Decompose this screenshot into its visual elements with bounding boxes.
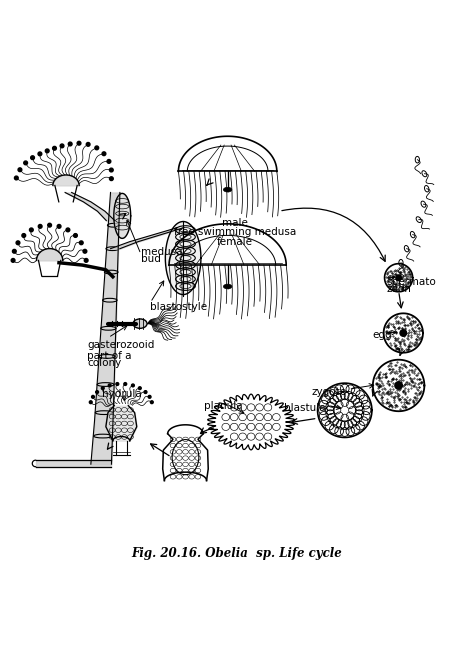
Text: male: male xyxy=(222,218,247,228)
Circle shape xyxy=(16,241,20,244)
Ellipse shape xyxy=(415,157,419,163)
Circle shape xyxy=(400,330,407,336)
Circle shape xyxy=(116,382,118,386)
Text: egg: egg xyxy=(373,330,392,340)
Text: female: female xyxy=(217,236,253,246)
Circle shape xyxy=(66,228,70,232)
Ellipse shape xyxy=(404,246,409,252)
Text: gasterozooid: gasterozooid xyxy=(87,340,155,350)
Circle shape xyxy=(84,258,88,262)
Ellipse shape xyxy=(399,260,403,266)
Circle shape xyxy=(96,391,99,394)
Circle shape xyxy=(22,234,26,237)
Circle shape xyxy=(12,249,16,253)
Circle shape xyxy=(38,152,42,156)
Text: blastula: blastula xyxy=(284,403,326,413)
Circle shape xyxy=(73,234,77,237)
Circle shape xyxy=(138,387,141,390)
Circle shape xyxy=(48,223,52,227)
Text: part of a: part of a xyxy=(87,352,132,362)
Circle shape xyxy=(148,396,151,398)
Circle shape xyxy=(46,149,49,153)
Circle shape xyxy=(109,176,113,180)
Circle shape xyxy=(24,161,27,165)
Circle shape xyxy=(124,382,127,386)
Circle shape xyxy=(102,152,106,156)
Circle shape xyxy=(68,142,72,146)
Ellipse shape xyxy=(223,284,232,289)
Circle shape xyxy=(109,168,113,172)
Circle shape xyxy=(38,224,42,228)
Ellipse shape xyxy=(416,216,421,222)
Circle shape xyxy=(11,258,15,262)
Circle shape xyxy=(150,401,153,404)
Ellipse shape xyxy=(421,201,426,207)
Circle shape xyxy=(101,387,104,390)
Text: spermato: spermato xyxy=(387,278,437,288)
Circle shape xyxy=(131,384,134,387)
Circle shape xyxy=(107,160,111,163)
Ellipse shape xyxy=(223,187,232,192)
Text: hydrula: hydrula xyxy=(102,389,142,399)
Circle shape xyxy=(395,382,402,389)
Polygon shape xyxy=(165,222,201,294)
Circle shape xyxy=(53,147,56,150)
Circle shape xyxy=(29,228,33,232)
Circle shape xyxy=(86,143,90,147)
Ellipse shape xyxy=(410,232,415,238)
Circle shape xyxy=(108,384,111,387)
Ellipse shape xyxy=(422,170,427,176)
Circle shape xyxy=(79,241,83,244)
Text: planula: planula xyxy=(204,401,242,411)
Text: medusa: medusa xyxy=(141,248,182,258)
Circle shape xyxy=(95,146,99,150)
Circle shape xyxy=(15,176,18,180)
Text: zygote: zygote xyxy=(312,386,347,396)
Circle shape xyxy=(83,249,87,253)
Circle shape xyxy=(60,144,64,148)
Circle shape xyxy=(144,391,147,394)
Text: zoon: zoon xyxy=(387,284,412,294)
Text: Fig. 20.16. Obelia  sp. Life cycle: Fig. 20.16. Obelia sp. Life cycle xyxy=(132,547,342,559)
Ellipse shape xyxy=(425,186,429,192)
Text: bud: bud xyxy=(141,254,161,264)
Circle shape xyxy=(57,224,61,228)
Circle shape xyxy=(31,156,35,160)
Text: free swimming medusa: free swimming medusa xyxy=(173,227,296,237)
Circle shape xyxy=(90,401,92,404)
Circle shape xyxy=(18,168,22,172)
Text: blastostyle: blastostyle xyxy=(150,302,208,312)
Circle shape xyxy=(91,396,94,398)
Circle shape xyxy=(396,275,401,280)
Text: colony: colony xyxy=(87,358,121,368)
Ellipse shape xyxy=(133,319,147,328)
Circle shape xyxy=(77,141,81,145)
Polygon shape xyxy=(114,193,131,238)
